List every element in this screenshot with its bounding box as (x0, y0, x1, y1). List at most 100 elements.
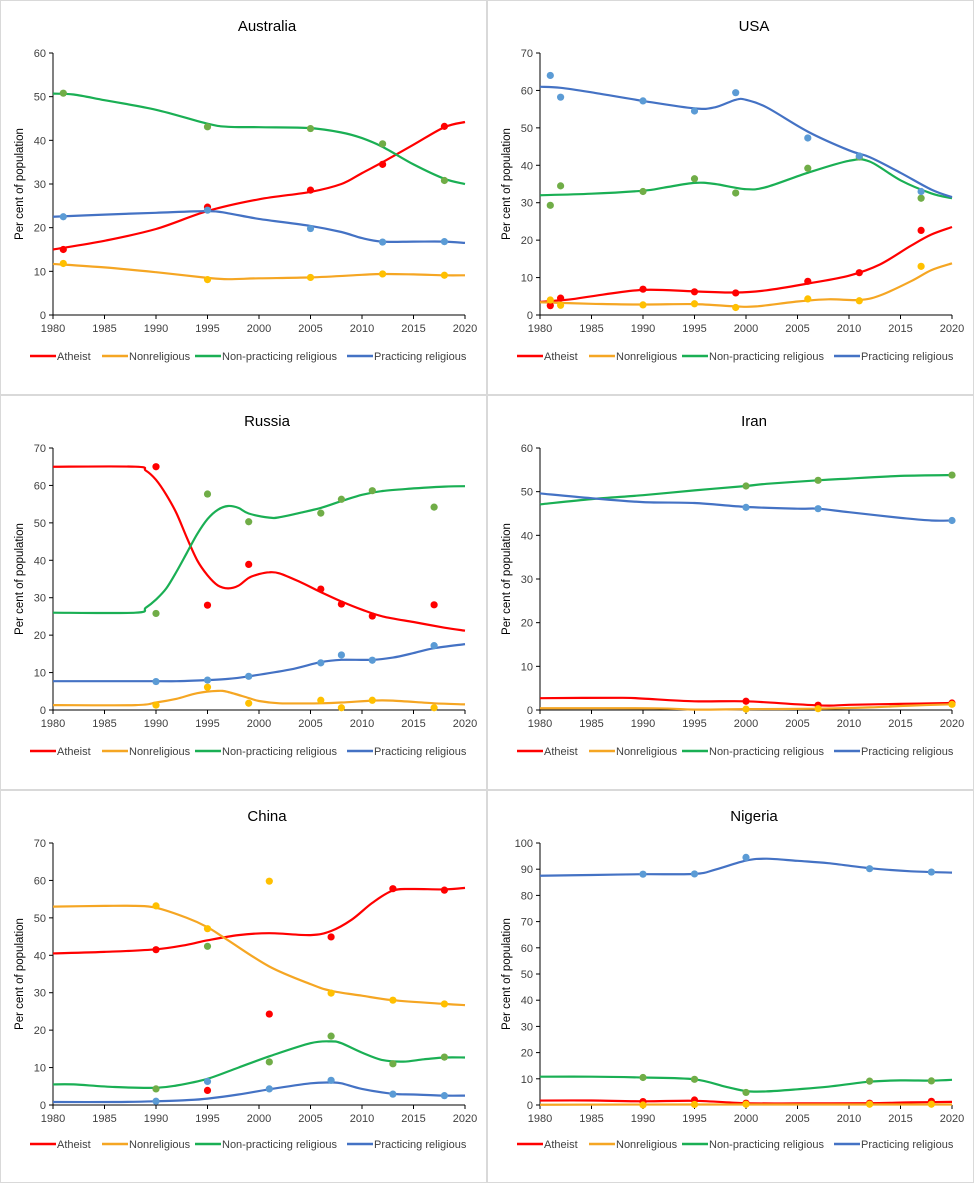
data-point-practicing-religious (152, 1097, 160, 1105)
data-point-practicing-religious (317, 659, 325, 667)
x-tick-label: 2000 (247, 1113, 271, 1125)
data-point-atheist (245, 560, 253, 569)
chart-panel-nigeria: Nigeria 0 10 20 30 40 50 60 70 80 90 100 1980 1985 199… (487, 790, 974, 1183)
series-line-atheist (52, 120, 466, 251)
series-line-non-practicing-religious (539, 474, 953, 506)
x-tick-label: 2020 (940, 323, 964, 335)
y-tick-label: 50 (34, 518, 46, 530)
data-point-nonreligious (639, 301, 647, 309)
data-point-practicing-religious (948, 516, 956, 525)
data-point-nonreligious (855, 297, 863, 305)
legend-label: Practicing religious (861, 1139, 954, 1151)
data-point-nonreligious (546, 296, 554, 304)
x-tick-label: 2010 (837, 718, 861, 730)
y-tick-label: 60 (521, 85, 533, 97)
chart-panel-china: China 0 10 20 30 40 50 60 70 1980 1985 1990 1995 2000… (0, 790, 487, 1183)
data-point-practicing-religious (927, 868, 935, 876)
x-tick-label: 1985 (579, 1113, 603, 1125)
data-point-nonreligious (430, 704, 438, 712)
data-point-practicing-religious (742, 503, 750, 511)
data-point-non-practicing-religious (814, 476, 822, 484)
x-tick-label: 1985 (92, 323, 116, 335)
legend-label: Nonreligious (129, 1139, 191, 1151)
y-tick-label: 60 (34, 48, 46, 60)
chart-title: Australia (238, 18, 297, 35)
legend-label: Non-practicing religious (222, 746, 337, 758)
legend-label: Non-practicing religious (709, 1139, 824, 1151)
x-tick-label: 2010 (837, 1113, 861, 1125)
legend-label: Nonreligious (129, 351, 191, 363)
x-tick-label: 1990 (144, 1113, 168, 1125)
series-line-nonreligious (539, 703, 953, 711)
legend-label: Non-practicing religious (709, 351, 824, 363)
chart-panel-australia: Australia 0 10 20 30 40 50 60 1980 1985 1990 1995 20… (0, 0, 487, 395)
data-point-nonreligious (690, 300, 699, 308)
data-point-practicing-religious (804, 134, 812, 142)
data-point-non-practicing-religious (927, 1077, 935, 1085)
data-point-practicing-religious (814, 505, 822, 513)
legend-label: Practicing religious (374, 351, 467, 363)
x-tick-label: 2010 (350, 718, 374, 730)
legend-label: Non-practicing religious (222, 1139, 337, 1151)
y-tick-label: 40 (521, 530, 533, 542)
data-point-atheist (917, 226, 925, 235)
y-tick-label: 10 (521, 661, 533, 673)
data-point-nonreligious (245, 699, 253, 707)
y-tick-label: 30 (521, 574, 533, 586)
data-point-non-practicing-religious (379, 140, 387, 148)
data-point-nonreligious (927, 1100, 935, 1108)
y-tick-label: 30 (34, 593, 46, 605)
y-tick-label: 20 (521, 1048, 533, 1060)
y-tick-label: 100 (515, 838, 533, 850)
x-tick-label: 2000 (247, 323, 271, 335)
x-tick-label: 2000 (734, 1113, 758, 1125)
legend-label: Atheist (57, 746, 91, 758)
y-tick-label: 70 (34, 443, 46, 455)
data-point-practicing-religious (59, 213, 67, 221)
data-point-nonreligious (203, 925, 212, 933)
y-tick-label: 10 (34, 1063, 46, 1075)
data-point-atheist (690, 288, 699, 296)
chart-title: Iran (741, 413, 767, 430)
y-tick-label: 50 (521, 969, 533, 981)
legend-label: Atheist (544, 1139, 578, 1151)
series-line-nonreligious (52, 904, 466, 1007)
legend-label: Non-practicing religious (222, 351, 337, 363)
chart-svg: China 0 10 20 30 40 50 60 70 1980 1985 1990 1995 2000… (14, 808, 477, 1151)
data-point-atheist (430, 601, 438, 609)
y-tick-label: 60 (521, 943, 533, 955)
chart-title: USA (739, 18, 770, 35)
x-tick-label: 1995 (195, 718, 219, 730)
x-tick-label: 2015 (888, 1113, 912, 1125)
data-point-non-practicing-religious (203, 490, 212, 498)
data-point-atheist (742, 697, 750, 705)
data-point-nonreligious (306, 273, 315, 282)
x-tick-label: 1990 (631, 1113, 655, 1125)
data-point-practicing-religious (368, 656, 376, 664)
data-point-nonreligious (327, 989, 335, 997)
chart-panel-iran: Iran 0 10 20 30 40 50 60 1980 1985 1990 1995 2000 200… (487, 395, 974, 790)
data-point-non-practicing-religious (368, 487, 376, 495)
x-tick-label: 1995 (195, 1113, 219, 1125)
data-point-practicing-religious (440, 238, 448, 246)
y-axis-label: Per cent of population (14, 918, 26, 1030)
data-point-practicing-religious (732, 89, 740, 97)
y-axis-label: Per cent of population (14, 523, 26, 635)
x-tick-label: 2010 (350, 1113, 374, 1125)
y-tick-label: 50 (34, 913, 46, 925)
x-tick-label: 1995 (682, 718, 706, 730)
data-point-non-practicing-religious (690, 1075, 699, 1083)
data-point-nonreligious (440, 271, 448, 279)
y-tick-label: 20 (34, 223, 46, 235)
x-tick-label: 2020 (453, 323, 477, 335)
data-point-practicing-religious (557, 93, 565, 101)
data-point-nonreligious (59, 259, 67, 268)
data-point-non-practicing-religious (639, 1073, 647, 1082)
data-point-nonreligious (203, 683, 212, 691)
data-point-non-practicing-religious (317, 509, 325, 517)
x-tick-label: 2015 (888, 718, 912, 730)
legend-label: Practicing religious (861, 351, 954, 363)
series-line-practicing-religious (539, 857, 953, 877)
data-point-practicing-religious (440, 1092, 448, 1100)
